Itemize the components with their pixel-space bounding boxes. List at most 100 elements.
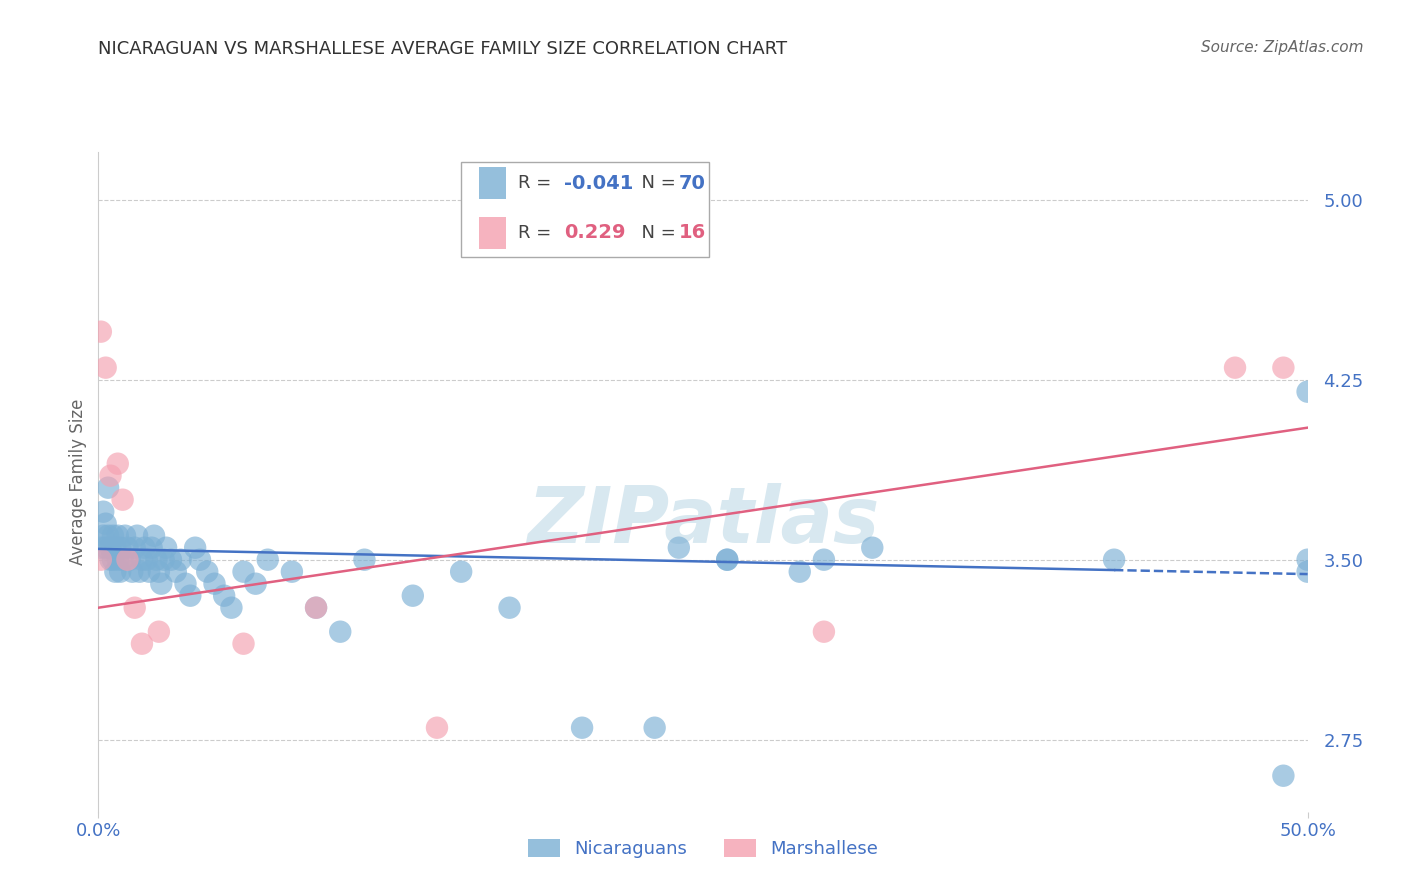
Point [1272, 360, 1295, 375]
Point [124, 600, 146, 615]
Point [104, 541, 127, 555]
Point [138, 565, 160, 579]
Point [571, 721, 593, 735]
Point [232, 565, 254, 579]
Point [114, 529, 136, 543]
Point [107, 457, 129, 471]
Point [1296, 552, 1319, 566]
Point [232, 637, 254, 651]
Point [131, 552, 153, 566]
Point [1296, 565, 1319, 579]
Point [813, 624, 835, 639]
Point [195, 565, 218, 579]
Point [150, 576, 173, 591]
Point [148, 565, 170, 579]
Point [212, 589, 235, 603]
Point [174, 576, 197, 591]
Point [108, 565, 131, 579]
Point [111, 492, 134, 507]
Point [100, 468, 122, 483]
FancyBboxPatch shape [479, 217, 506, 249]
Point [90, 541, 112, 555]
Point [402, 589, 425, 603]
Point [117, 541, 139, 555]
Point [155, 541, 177, 555]
Point [107, 529, 129, 543]
Text: N =: N = [630, 174, 682, 193]
Point [118, 552, 141, 566]
Text: NICARAGUAN VS MARSHALLESE AVERAGE FAMILY SIZE CORRELATION CHART: NICARAGUAN VS MARSHALLESE AVERAGE FAMILY… [98, 40, 787, 58]
Point [145, 552, 167, 566]
Point [221, 600, 243, 615]
Point [148, 624, 170, 639]
Legend: Nicaraguans, Marshallese: Nicaraguans, Marshallese [520, 831, 886, 865]
Point [97, 529, 120, 543]
Point [143, 529, 166, 543]
Point [426, 721, 449, 735]
Point [101, 529, 124, 543]
FancyBboxPatch shape [461, 161, 709, 257]
Point [179, 589, 201, 603]
Point [131, 637, 153, 651]
Point [107, 552, 129, 566]
Point [90, 325, 112, 339]
Point [111, 552, 134, 566]
Point [101, 552, 124, 566]
Point [127, 529, 149, 543]
Point [1102, 552, 1125, 566]
Point [141, 541, 163, 555]
Point [668, 541, 690, 555]
Point [184, 541, 207, 555]
Point [135, 552, 157, 566]
Point [90, 552, 112, 566]
Text: R =: R = [517, 174, 557, 193]
Point [169, 552, 191, 566]
Point [188, 552, 211, 566]
Point [1296, 384, 1319, 399]
Point [281, 565, 304, 579]
FancyBboxPatch shape [479, 168, 506, 199]
Text: N =: N = [630, 224, 682, 242]
Point [94, 541, 117, 555]
Point [860, 541, 883, 555]
Point [117, 552, 139, 566]
Point [124, 541, 146, 555]
Point [128, 565, 150, 579]
Point [91, 505, 114, 519]
Point [256, 552, 278, 566]
Y-axis label: Average Family Size: Average Family Size [69, 399, 87, 565]
Point [100, 541, 122, 555]
Point [353, 552, 375, 566]
Text: R =: R = [517, 224, 557, 242]
Point [165, 565, 187, 579]
Point [100, 552, 122, 566]
Text: ZIPatlas: ZIPatlas [527, 483, 879, 559]
Point [94, 516, 117, 531]
Point [91, 529, 114, 543]
Point [329, 624, 352, 639]
Point [97, 481, 120, 495]
Point [245, 576, 267, 591]
Point [121, 565, 143, 579]
Point [716, 552, 738, 566]
Point [108, 541, 131, 555]
Point [644, 721, 666, 735]
Point [813, 552, 835, 566]
Text: -0.041: -0.041 [564, 174, 633, 193]
Point [305, 600, 328, 615]
Point [1272, 769, 1295, 783]
Text: 16: 16 [679, 223, 706, 243]
Point [716, 552, 738, 566]
Point [204, 576, 226, 591]
Point [450, 565, 472, 579]
Text: Source: ZipAtlas.com: Source: ZipAtlas.com [1201, 40, 1364, 55]
Text: 0.229: 0.229 [564, 223, 626, 243]
Point [789, 565, 811, 579]
Point [305, 600, 328, 615]
Point [152, 552, 174, 566]
Point [134, 541, 156, 555]
Point [94, 360, 117, 375]
Point [1223, 360, 1246, 375]
Point [104, 565, 127, 579]
Point [498, 600, 520, 615]
